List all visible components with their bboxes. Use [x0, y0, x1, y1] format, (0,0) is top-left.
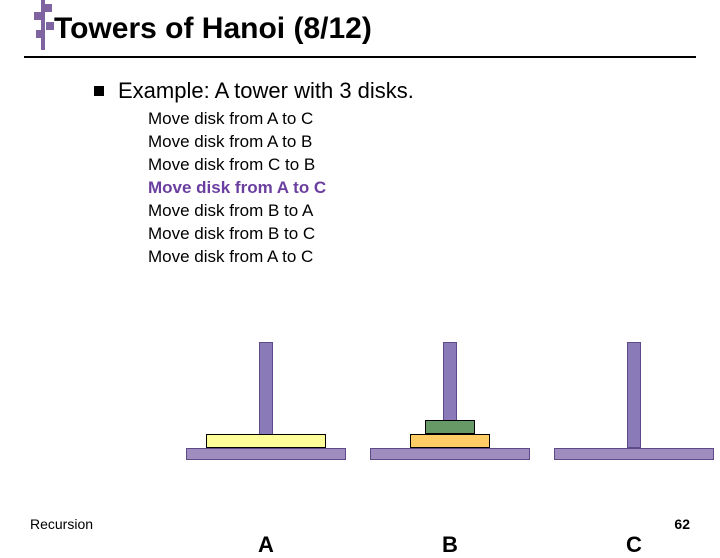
footer-left: Recursion: [30, 516, 93, 532]
move-line: Move disk from B to A: [148, 200, 326, 223]
tower-label-A: A: [186, 532, 346, 558]
tower-C: [554, 332, 714, 460]
bullet-item: Example: A tower with 3 disks.: [94, 78, 414, 104]
moves-list: Move disk from A to CMove disk from A to…: [148, 108, 326, 269]
disk-medium: [410, 434, 490, 448]
move-line: Move disk from A to C: [148, 246, 326, 269]
tower-A: [186, 332, 346, 460]
slide-title: Towers of Hanoi (8/12): [54, 12, 372, 46]
footer-right: 62: [674, 516, 690, 532]
tower-label-B: B: [370, 532, 530, 558]
bullet-text: Example: A tower with 3 disks.: [118, 78, 414, 104]
accent-decoration: [34, 0, 52, 50]
disk-small: [425, 420, 475, 434]
move-line: Move disk from A to C: [148, 177, 326, 200]
move-line: Move disk from B to C: [148, 223, 326, 246]
square-bullet-icon: [94, 86, 104, 96]
move-line: Move disk from C to B: [148, 154, 326, 177]
disk-large: [206, 434, 326, 448]
move-line: Move disk from A to B: [148, 131, 326, 154]
towers-diagram: [0, 300, 720, 500]
tower-B: [370, 332, 530, 460]
title-underline: [24, 56, 696, 58]
tower-label-C: C: [554, 532, 714, 558]
move-line: Move disk from A to C: [148, 108, 326, 131]
